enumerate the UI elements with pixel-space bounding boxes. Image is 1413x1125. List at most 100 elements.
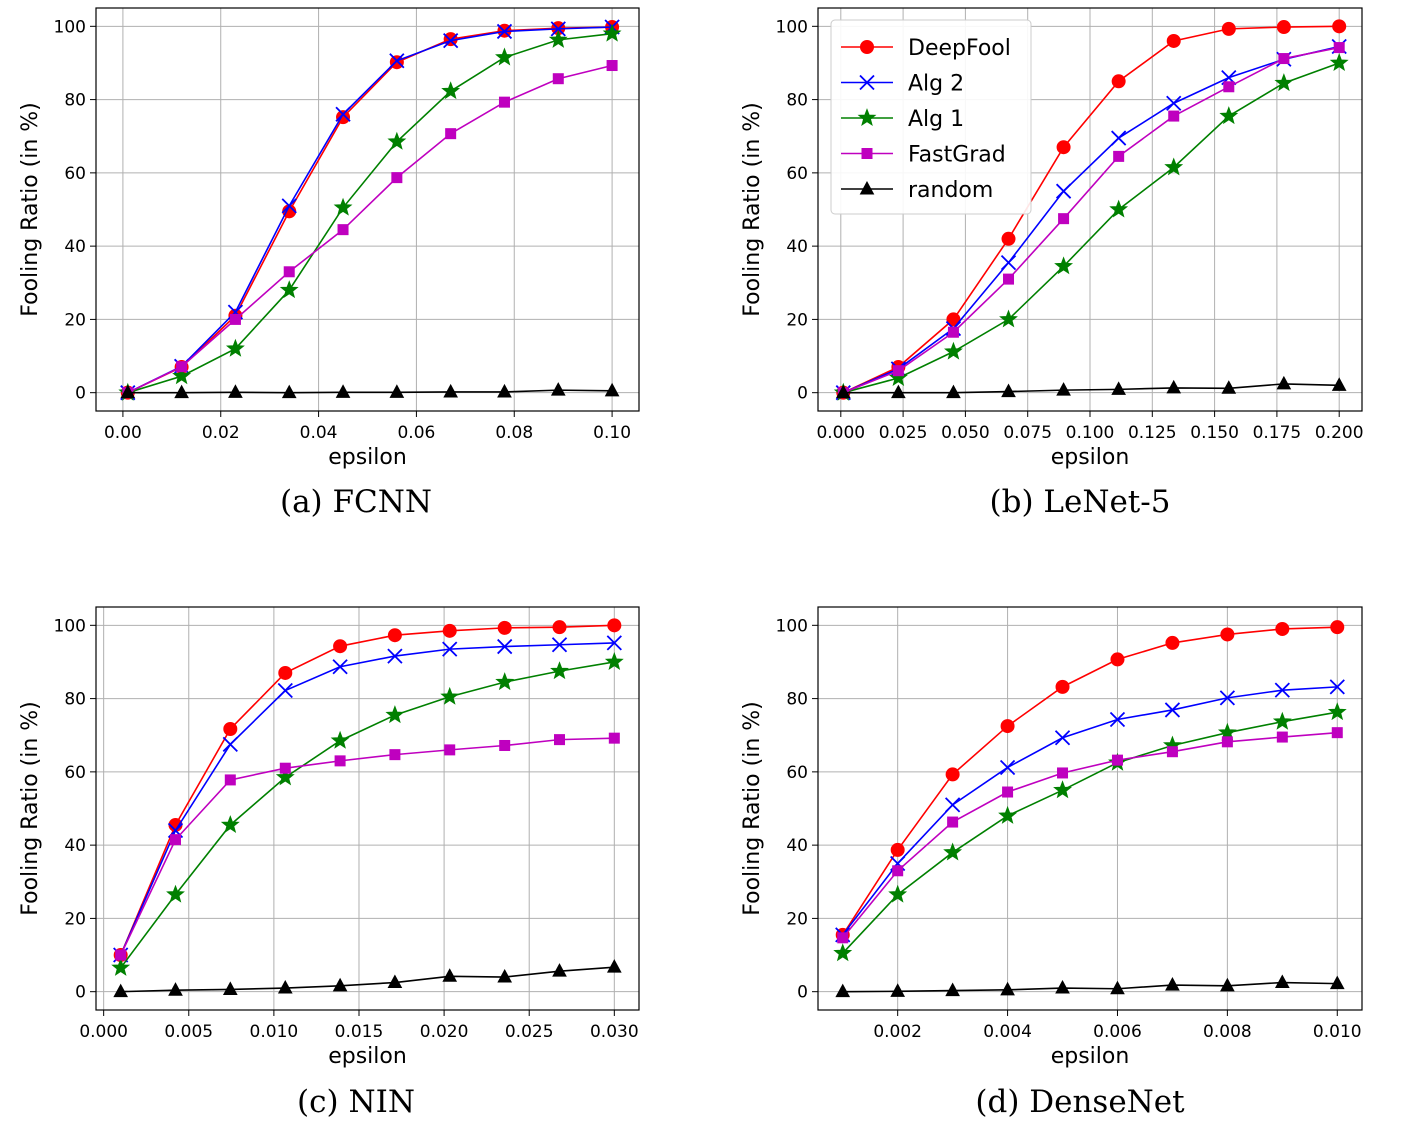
data-point — [174, 384, 189, 399]
data-point — [833, 943, 853, 962]
chart-panel-2: 0.000 0.025 0.050 0.075 0.100 0.125 0.150 0.175… — [740, 7, 1364, 520]
x-tick-label: 0.000 — [816, 423, 865, 443]
series-random — [120, 382, 620, 399]
data-point — [1053, 780, 1072, 799]
series-line — [843, 62, 1340, 394]
x-tick-label: 0.025 — [879, 423, 928, 443]
data-point — [279, 762, 291, 774]
data-point — [387, 628, 402, 643]
series-line — [127, 26, 613, 394]
data-point — [1276, 731, 1288, 743]
data-point — [1275, 621, 1290, 636]
data-point — [1221, 380, 1237, 394]
plot-area-frame — [817, 7, 1363, 412]
data-point — [892, 365, 904, 377]
data-point — [115, 949, 127, 961]
x-tick-label: 0.005 — [164, 1022, 213, 1042]
data-point — [835, 983, 851, 998]
series-line — [127, 64, 613, 394]
data-point — [1221, 21, 1236, 36]
y-tick-label: 0 — [797, 983, 808, 1003]
data-point — [888, 884, 908, 903]
x-tick-label: 0.200 — [1315, 423, 1364, 443]
data-point — [387, 131, 407, 150]
data-point — [169, 834, 181, 846]
plot-area-frame — [95, 7, 640, 412]
x-tick-label: 0.008 — [1203, 1022, 1252, 1042]
x-tick-label: 0.030 — [590, 1022, 639, 1042]
data-point — [281, 384, 297, 399]
series-line — [119, 737, 615, 956]
data-point — [222, 981, 238, 995]
data-point — [333, 639, 348, 654]
data-point — [275, 767, 295, 786]
data-point — [1276, 375, 1292, 390]
data-point — [225, 338, 245, 357]
x-tick-label: 0.025 — [505, 1022, 554, 1042]
data-point — [1274, 73, 1294, 92]
y-tick-label: 40 — [64, 836, 86, 856]
series-line — [127, 26, 613, 394]
legend-label: Alg 2 — [908, 72, 964, 97]
data-point — [999, 759, 1016, 776]
data-point — [166, 884, 185, 903]
y-axis-label: Fooling Ratio (in %) — [18, 102, 43, 317]
legend-entry: DeepFool — [841, 36, 1011, 61]
data-point — [332, 659, 348, 675]
series-deepfool — [835, 620, 1345, 942]
data-point — [172, 366, 192, 385]
legend-label: Alg 1 — [908, 107, 964, 132]
series-line — [842, 731, 1338, 939]
data-point — [229, 313, 241, 325]
data-point — [442, 968, 458, 982]
data-point — [1331, 727, 1343, 739]
data-point — [1054, 256, 1074, 275]
series-line — [843, 383, 1340, 394]
series-alg-1 — [118, 23, 622, 401]
x-tick-label: 0.050 — [941, 423, 990, 443]
data-point — [1274, 974, 1290, 989]
data-point — [1109, 199, 1129, 218]
data-point — [944, 797, 961, 813]
series-fastgrad — [837, 727, 1343, 944]
data-point — [1110, 980, 1125, 995]
legend-label: random — [908, 178, 993, 203]
y-tick-label: 80 — [64, 690, 86, 710]
data-point — [385, 705, 405, 724]
legend-marker — [859, 180, 875, 195]
legend-marker — [860, 40, 874, 54]
x-axis-label: epsilon — [1051, 445, 1130, 470]
y-tick-label: 80 — [786, 690, 808, 710]
data-point — [602, 23, 622, 42]
y-tick-label: 40 — [786, 237, 808, 257]
data-point — [998, 805, 1018, 824]
y-tick-label: 20 — [64, 909, 86, 929]
x-tick-label: 0.004 — [983, 1022, 1032, 1042]
plot-area-frame — [95, 606, 640, 1011]
data-point — [999, 309, 1018, 328]
data-point — [332, 977, 348, 992]
legend-marker — [859, 74, 875, 91]
legend-label: DeepFool — [908, 36, 1011, 61]
x-tick-label: 0.00 — [104, 423, 142, 443]
data-point — [277, 979, 293, 994]
data-point — [946, 384, 961, 399]
data-point — [283, 266, 295, 278]
data-point — [444, 744, 456, 756]
data-point — [944, 341, 963, 360]
series-deepfool — [120, 20, 620, 400]
data-point — [330, 730, 350, 749]
data-point — [333, 197, 353, 216]
data-point — [1000, 981, 1015, 996]
subfigure-caption: (d) DenseNet — [975, 1084, 1185, 1120]
data-point — [606, 959, 622, 973]
data-point — [1003, 273, 1015, 285]
x-tick-label: 0.006 — [1093, 1022, 1142, 1042]
data-point — [1055, 183, 1072, 199]
data-point — [497, 638, 513, 655]
y-axis-label: Fooling Ratio (in %) — [740, 701, 765, 916]
legend-marker — [857, 108, 877, 127]
y-tick-label: 60 — [64, 763, 86, 783]
series-line — [119, 624, 615, 956]
chart-panel-3: 0.000 0.005 0.010 0.015 0.020 0.025 0.030 0 20 40… — [18, 606, 640, 1120]
